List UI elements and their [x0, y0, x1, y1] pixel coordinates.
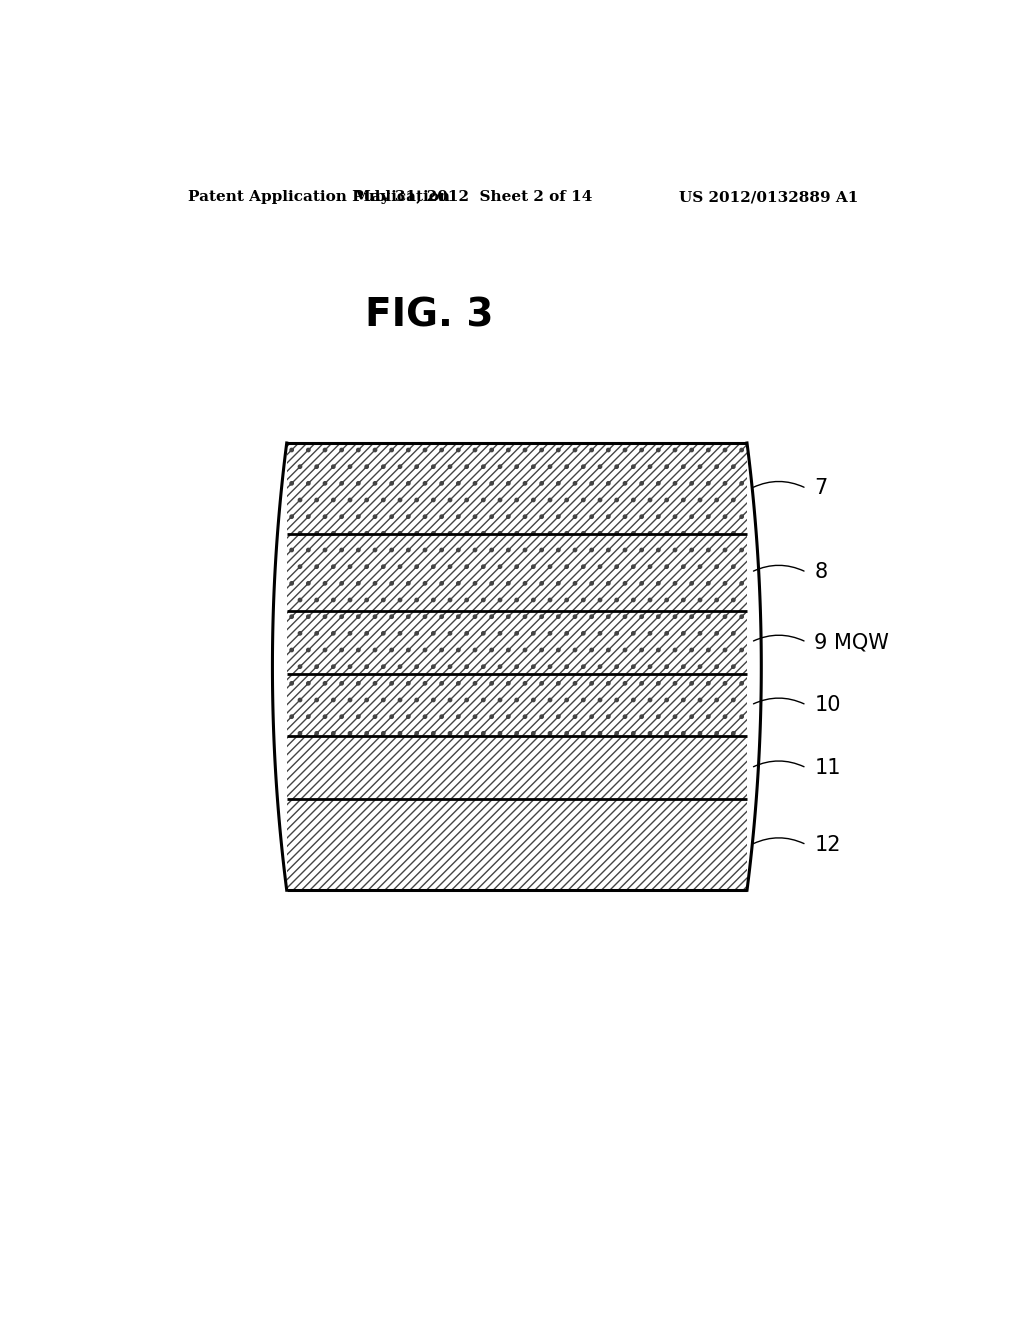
Text: 9 MQW: 9 MQW: [814, 632, 889, 652]
Bar: [287, 444, 748, 533]
Bar: [287, 737, 748, 800]
Text: FIG. 3: FIG. 3: [366, 297, 494, 335]
Text: 11: 11: [814, 758, 841, 777]
Text: 7: 7: [814, 478, 827, 499]
Text: US 2012/0132889 A1: US 2012/0132889 A1: [679, 190, 858, 205]
Text: 10: 10: [814, 696, 841, 715]
Bar: [287, 800, 748, 890]
Bar: [287, 611, 748, 673]
Text: 12: 12: [814, 834, 841, 855]
Text: 8: 8: [814, 562, 827, 582]
Bar: [287, 673, 748, 737]
Text: May 31, 2012  Sheet 2 of 14: May 31, 2012 Sheet 2 of 14: [354, 190, 593, 205]
Text: Patent Application Publication: Patent Application Publication: [187, 190, 450, 205]
Bar: [287, 533, 748, 611]
